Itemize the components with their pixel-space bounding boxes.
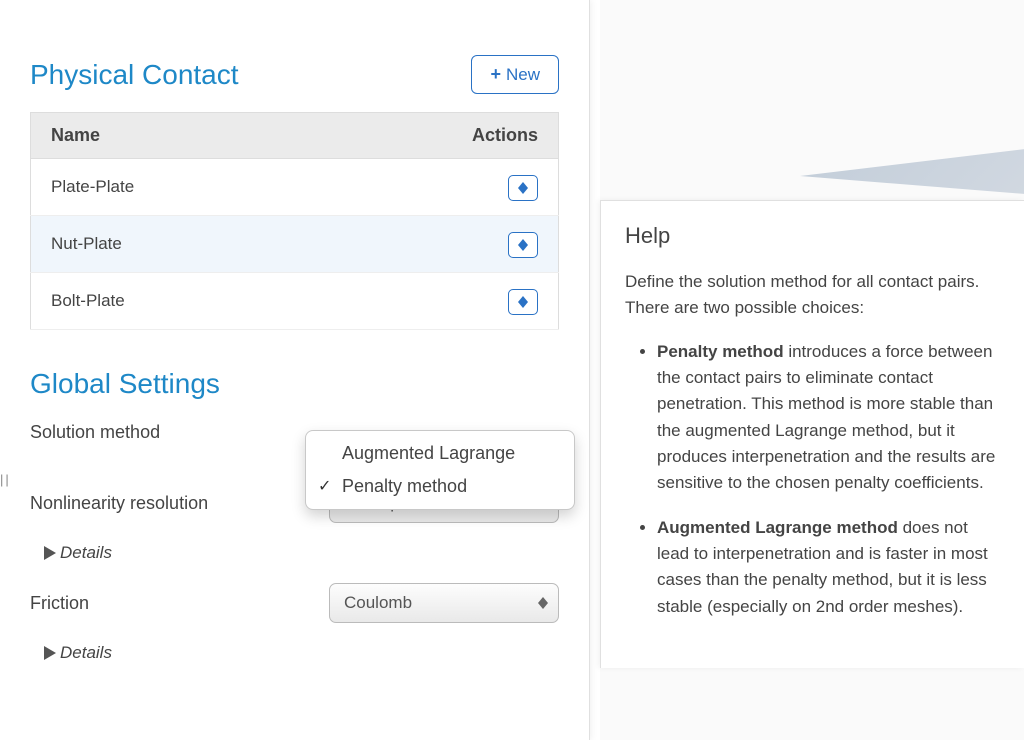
- column-header-name: Name: [31, 113, 315, 159]
- dropdown-option[interactable]: Penalty method: [306, 470, 574, 503]
- solution-method-dropdown: Augmented LagrangePenalty method: [305, 430, 575, 510]
- help-term: Augmented Lagrange method: [657, 518, 898, 537]
- friction-select[interactable]: Coulomb: [329, 583, 559, 623]
- contact-name: Nut-Plate: [31, 216, 315, 273]
- plus-icon: +: [490, 64, 501, 85]
- help-term: Penalty method: [657, 342, 784, 361]
- nonlinearity-label: Nonlinearity resolution: [30, 493, 329, 514]
- contact-name: Bolt-Plate: [31, 273, 315, 330]
- contact-actions-cell: [314, 273, 558, 330]
- help-item: Penalty method introduces a force betwee…: [657, 339, 1000, 497]
- details-label: Details: [60, 543, 112, 563]
- column-header-actions: Actions: [314, 113, 558, 159]
- row-actions-button[interactable]: [508, 232, 538, 258]
- chevron-updown-icon: [538, 597, 548, 609]
- contact-table: Name Actions Plate-PlateNut-PlateBolt-Pl…: [30, 112, 559, 330]
- new-button-label: New: [506, 65, 540, 85]
- right-panel: Help Define the solution method for all …: [600, 0, 1024, 740]
- details-toggle-friction[interactable]: Details: [44, 643, 112, 663]
- details-toggle-nonlinearity[interactable]: Details: [44, 543, 112, 563]
- details-label: Details: [60, 643, 112, 663]
- global-settings-title: Global Settings: [30, 368, 559, 400]
- new-contact-button[interactable]: + New: [471, 55, 559, 94]
- solution-method-label: Solution method: [30, 422, 330, 443]
- friction-row: Friction Coulomb: [30, 583, 559, 623]
- table-row[interactable]: Bolt-Plate: [31, 273, 559, 330]
- friction-value: Coulomb: [344, 593, 412, 613]
- table-row[interactable]: Nut-Plate: [31, 216, 559, 273]
- contact-actions-cell: [314, 159, 558, 216]
- panel-grip-icon: ||: [0, 472, 11, 487]
- help-panel: Help Define the solution method for all …: [600, 200, 1024, 668]
- dropdown-option[interactable]: Augmented Lagrange: [306, 437, 574, 470]
- help-intro: Define the solution method for all conta…: [625, 269, 1000, 322]
- model-viewport-hint: [800, 140, 1024, 200]
- table-row[interactable]: Plate-Plate: [31, 159, 559, 216]
- help-item: Augmented Lagrange method does not lead …: [657, 515, 1000, 620]
- physical-contact-title: Physical Contact: [30, 59, 239, 91]
- physical-contact-header: Physical Contact + New: [30, 55, 559, 94]
- help-title: Help: [625, 223, 1000, 249]
- chevron-right-icon: [44, 646, 56, 660]
- help-list: Penalty method introduces a force betwee…: [625, 339, 1000, 620]
- contact-name: Plate-Plate: [31, 159, 315, 216]
- chevron-right-icon: [44, 546, 56, 560]
- row-actions-button[interactable]: [508, 289, 538, 315]
- contact-actions-cell: [314, 216, 558, 273]
- friction-label: Friction: [30, 593, 329, 614]
- row-actions-button[interactable]: [508, 175, 538, 201]
- left-panel: Physical Contact + New Name Actions Plat…: [0, 0, 590, 740]
